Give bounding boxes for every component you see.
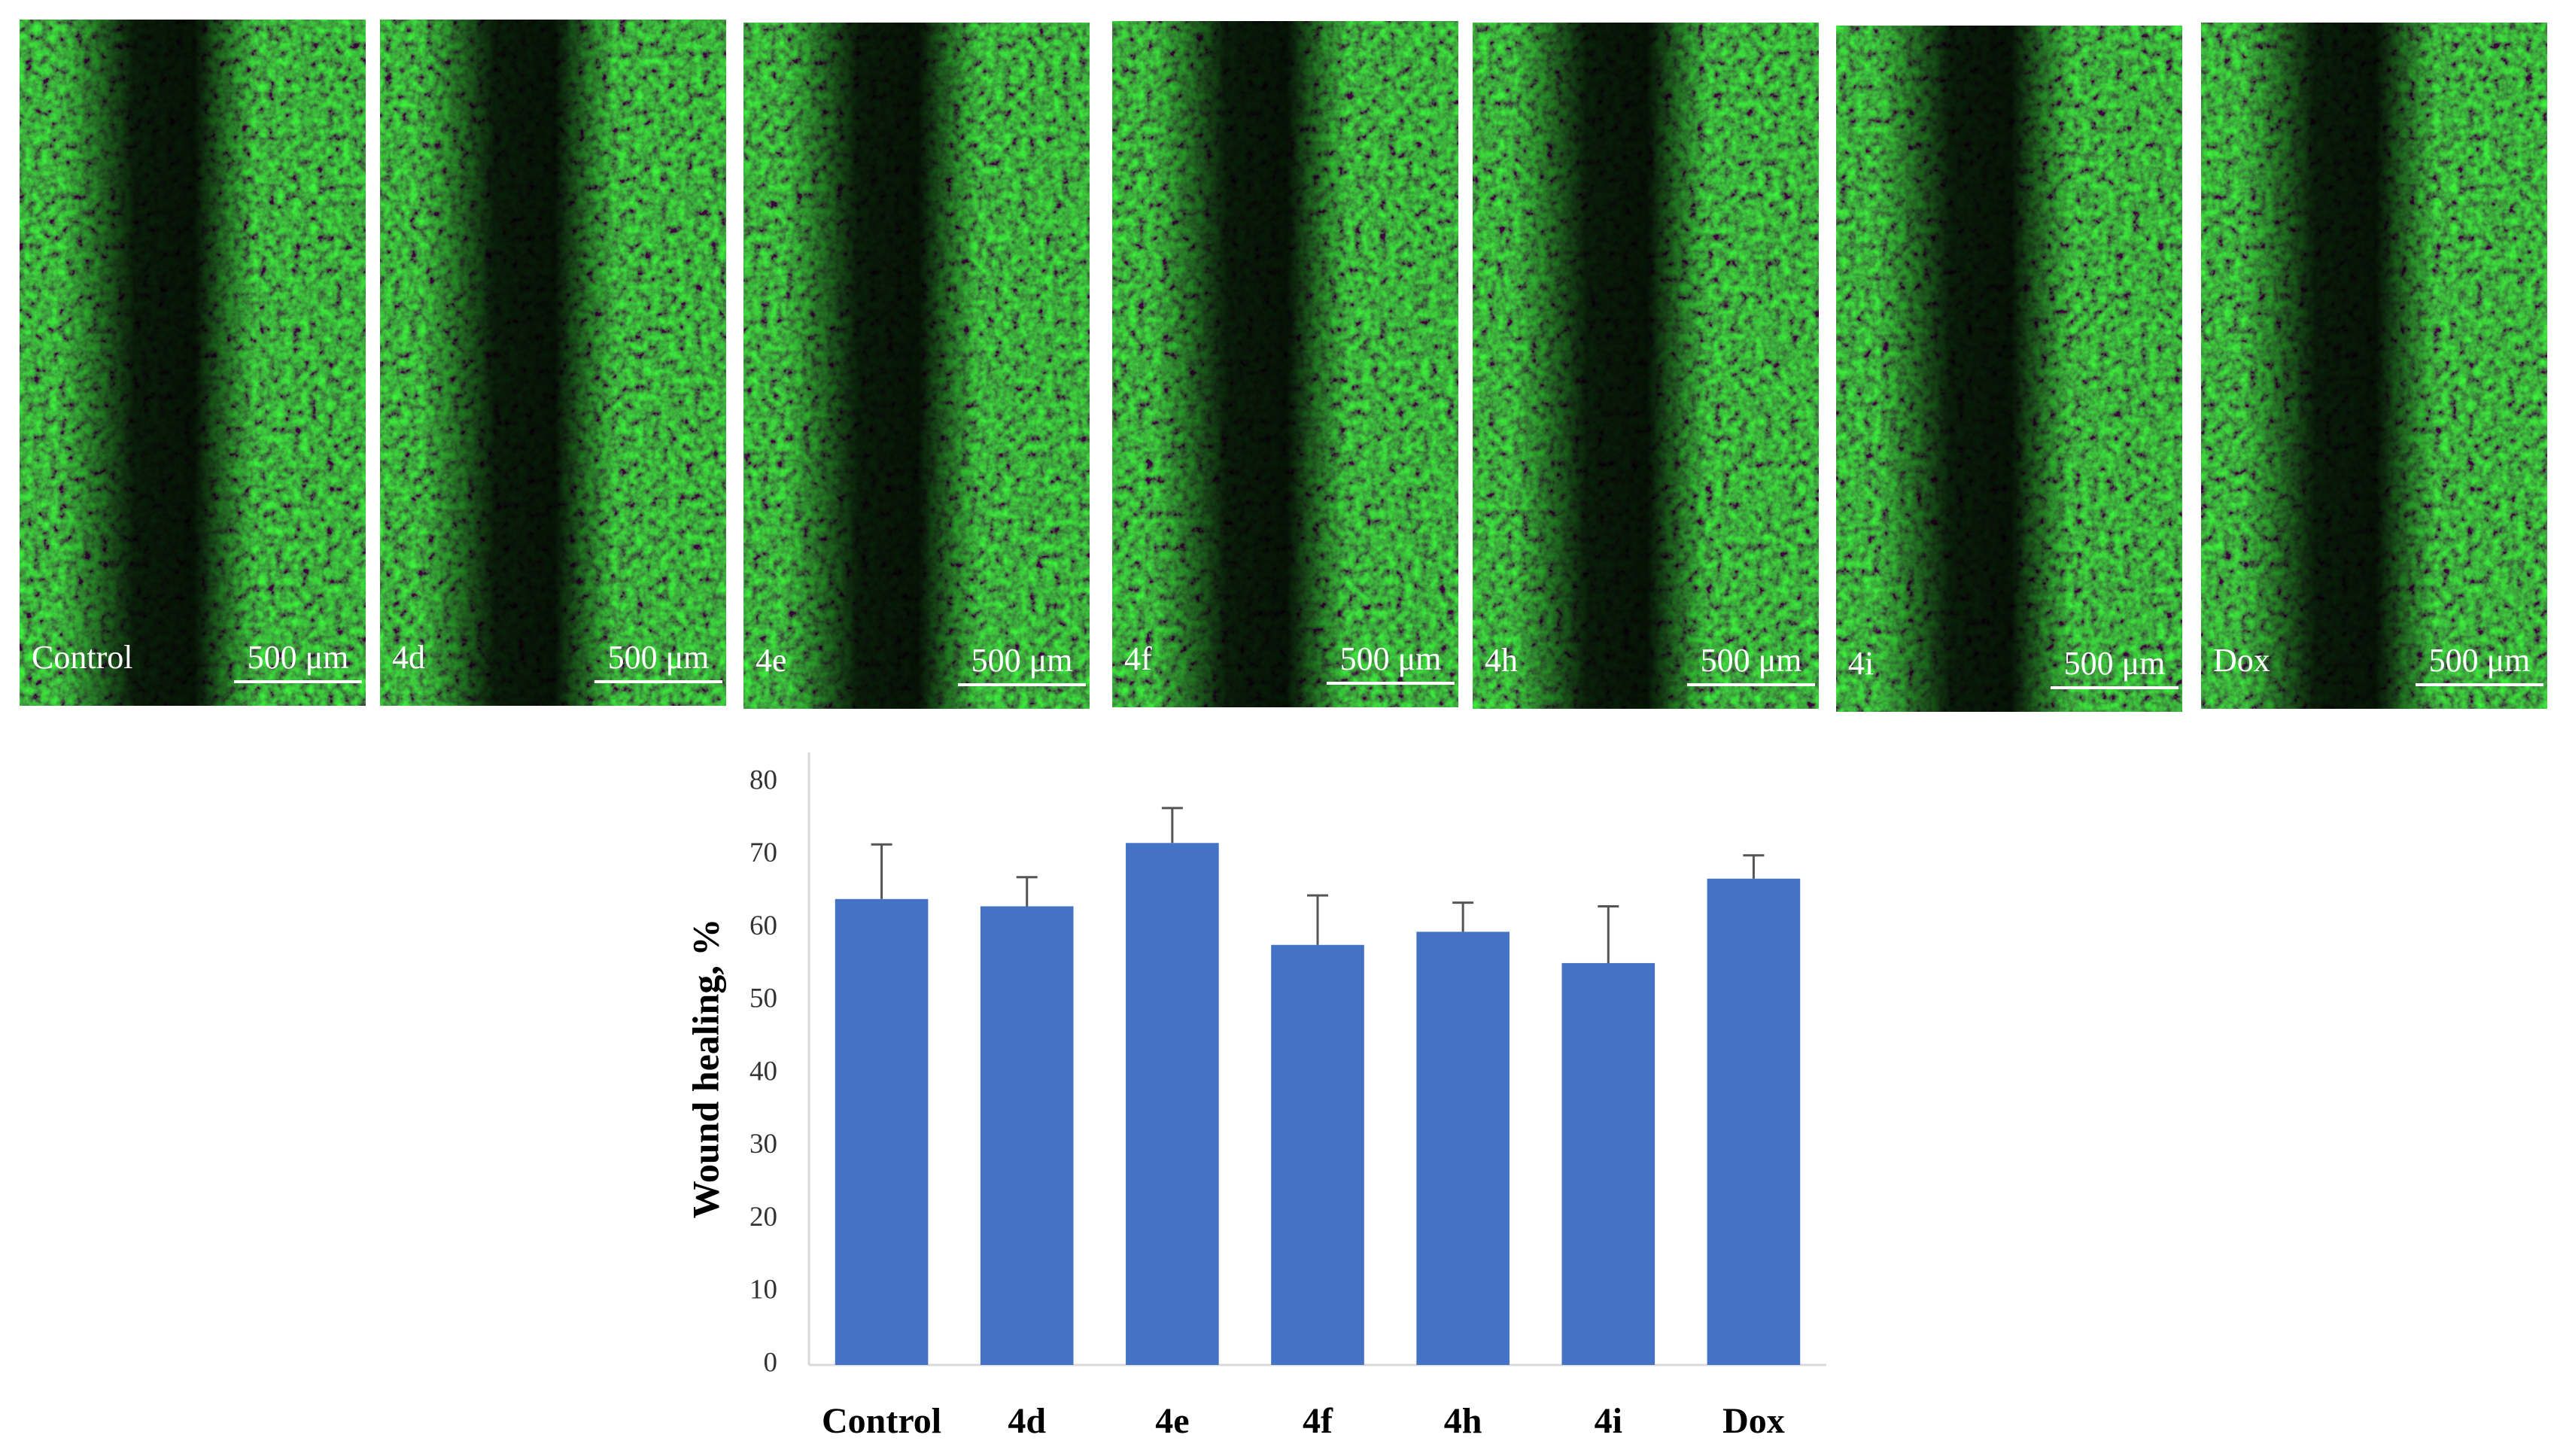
panel-label: Dox (2213, 642, 2270, 679)
scale-bar-label: 500 μm (2429, 642, 2531, 679)
bar (1126, 843, 1219, 1365)
x-tick-label: 4e (1155, 1401, 1189, 1441)
micrograph: Dox 500 μm (2201, 23, 2547, 709)
bar (835, 898, 929, 1365)
panel-label: 4d (392, 639, 425, 676)
scale-bar-label: 500 μm (1701, 642, 1802, 679)
bar (1416, 932, 1510, 1365)
error-bar (1743, 854, 1765, 879)
scale-bar-label: 500 μm (1340, 640, 1442, 677)
micrograph: Control 500 μm (20, 20, 366, 706)
wound-gap (2242, 23, 2486, 709)
wound-gap (785, 23, 1028, 709)
y-tick-label: 20 (749, 1202, 777, 1233)
wound-gap (1154, 21, 1397, 707)
y-tick-label: 0 (764, 1347, 778, 1378)
error-bar (1307, 894, 1328, 945)
error-bar (1016, 876, 1038, 907)
error-bar (1598, 904, 1619, 963)
bar (980, 906, 1074, 1365)
bar (1561, 962, 1656, 1365)
wound-gap (61, 20, 304, 706)
x-tick-label: 4i (1595, 1401, 1622, 1441)
y-tick-label: 50 (749, 983, 777, 1014)
panel-label: 4i (1848, 645, 1874, 682)
scale-bar-label: 500 μm (971, 642, 1073, 679)
x-tick-label: Control (822, 1401, 941, 1441)
wound-gap (421, 20, 664, 706)
y-tick-label: 60 (749, 910, 777, 941)
bar-chart: Wound healing, % 0 10 20 30 40 50 60 70 80 Contro… (684, 752, 1826, 1441)
wound-gap (1877, 26, 2121, 712)
micrograph: 4e 500 μm (743, 23, 1090, 709)
error-bar (1161, 807, 1183, 844)
panel-label: Control (32, 639, 132, 676)
micrograph: 4f 500 μm (1112, 21, 1458, 707)
bar (1271, 944, 1364, 1365)
y-tick-label: 30 (749, 1129, 777, 1160)
error-bar (871, 843, 892, 899)
micrograph: 4i 500 μm (1836, 26, 2182, 712)
panel-label: 4f (1124, 640, 1152, 677)
micrograph: 4d 500 μm (380, 20, 726, 706)
panel-label: 4h (1485, 642, 1518, 679)
scale-bar-label: 500 μm (248, 639, 349, 676)
panel-label: 4e (756, 642, 787, 679)
x-tick-label: 4h (1444, 1401, 1482, 1441)
x-tick-label: 4d (1008, 1401, 1046, 1441)
micrograph: 4h 500 μm (1473, 23, 1819, 709)
y-tick-label: 10 (749, 1275, 777, 1306)
x-tick-label: Dox (1722, 1401, 1785, 1441)
y-axis-label: Wound healing, % (684, 919, 726, 1219)
scale-bar-label: 500 μm (608, 639, 710, 676)
y-tick-label: 40 (749, 1056, 777, 1087)
wound-gap (1514, 23, 1757, 709)
y-tick-label: 80 (749, 764, 777, 795)
error-bar (1452, 901, 1474, 932)
micrographs: Control 500 μm 4d 500 μm 4e 500 μm 4f 500 μm 4h 5… (20, 20, 2547, 712)
y-tick-label: 70 (749, 837, 777, 868)
bar (1707, 878, 1801, 1365)
scale-bar-label: 500 μm (2064, 645, 2166, 682)
x-tick-label: 4f (1303, 1401, 1333, 1441)
